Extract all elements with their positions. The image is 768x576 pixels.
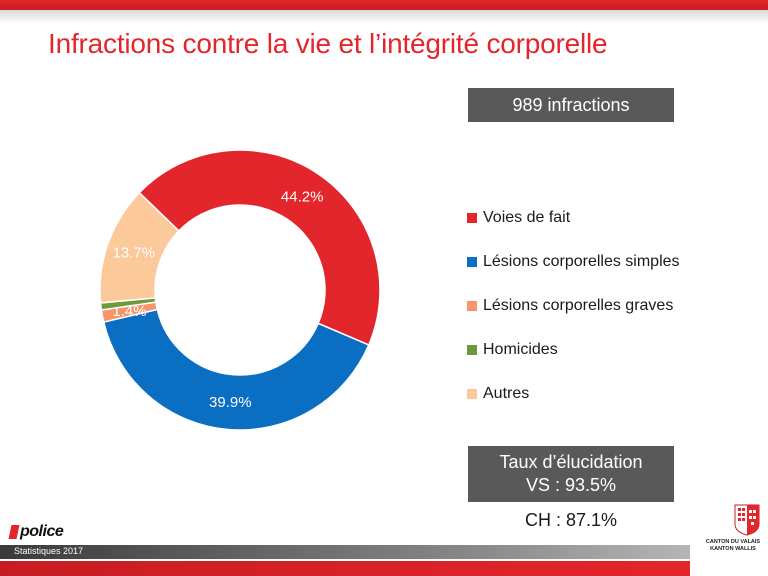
legend-label-2: Lésions corporelles graves xyxy=(483,297,674,314)
canton-crest-icon xyxy=(734,504,760,536)
legend-swatch-1 xyxy=(467,257,477,267)
police-logo: police xyxy=(8,523,64,541)
legend-swatch-0 xyxy=(467,213,477,223)
legend-swatch-4 xyxy=(467,389,477,399)
donut-label-4: 13.7% xyxy=(113,245,156,262)
legend-label-1: Lésions corporelles simples xyxy=(483,253,680,270)
top-shadow xyxy=(0,10,768,24)
top-red-bar xyxy=(0,0,768,10)
infraction-count-box: 989 infractions xyxy=(468,88,674,122)
chart-legend: Voies de fait Lésions corporelles simples… xyxy=(467,196,680,416)
page-title: Infractions contre la vie et l’intégrité… xyxy=(48,28,608,59)
legend-label-4: Autres xyxy=(483,385,530,402)
legend-item-4: Autres xyxy=(467,372,680,416)
legend-item-1: Lésions corporelles simples xyxy=(467,240,680,284)
donut-chart: 44.2%39.9%1.4%0.8%13.7% xyxy=(99,149,381,431)
legend-swatch-3 xyxy=(467,345,477,355)
police-logo-mark xyxy=(8,525,20,539)
donut-slice-0 xyxy=(138,149,381,346)
clearance-vs-value: VS : 93.5% xyxy=(525,475,617,495)
legend-label-0: Voies de fait xyxy=(483,209,571,226)
footer-band xyxy=(0,545,690,559)
legend-swatch-2 xyxy=(467,301,477,311)
legend-label-3: Homicides xyxy=(483,341,558,358)
legend-item-3: Homicides xyxy=(467,328,680,372)
footer-caption: Statistiques 2017 xyxy=(14,546,84,556)
clearance-ch-value: CH : 87.1% xyxy=(524,510,618,530)
canton-name-de: KANTON WALLIS xyxy=(710,546,756,552)
canton-name-fr: CANTON DU VALAIS xyxy=(705,539,761,545)
canton-name: CANTON DU VALAIS KANTON WALLIS xyxy=(698,539,768,553)
legend-item-0: Voies de fait xyxy=(467,196,680,240)
legend-item-2: Lésions corporelles graves xyxy=(467,284,680,328)
donut-slice-4 xyxy=(99,191,180,304)
clearance-label: Taux d’élucidation xyxy=(499,452,643,472)
donut-slice-1 xyxy=(102,308,370,431)
donut-label-0: 44.2% xyxy=(281,188,324,205)
footer-red-bar xyxy=(0,561,690,576)
police-logo-text: police xyxy=(20,523,64,540)
clearance-rate-box: Taux d’élucidation VS : 93.5% xyxy=(468,446,674,502)
donut-label-1: 39.9% xyxy=(209,394,252,411)
